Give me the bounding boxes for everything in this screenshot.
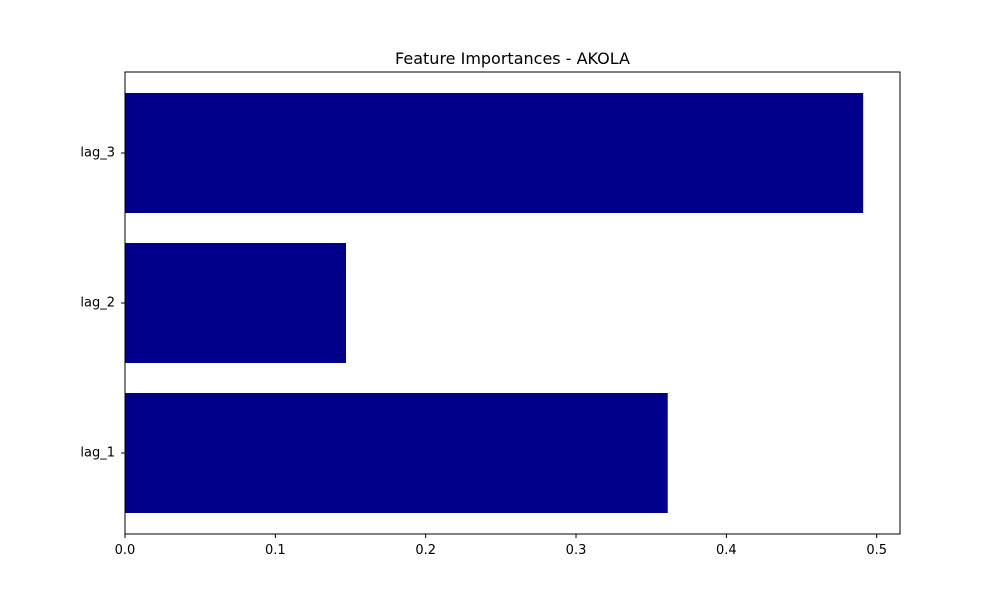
x-tick-label-0: 0.0: [115, 543, 136, 558]
x-tick-label-2: 0.2: [415, 543, 436, 558]
x-tick-label-4: 0.4: [716, 543, 737, 558]
x-tick-label-1: 0.1: [265, 543, 286, 558]
x-axis: 0.0 0.1 0.2 0.3 0.4 0.5: [115, 534, 887, 558]
x-tick-label-3: 0.3: [566, 543, 587, 558]
bars-group: [125, 93, 864, 513]
y-tick-label-lag_3: lag_3: [80, 146, 115, 161]
bar-lag_2: [125, 243, 346, 363]
bar-lag_1: [125, 393, 668, 513]
y-tick-label-lag_2: lag_2: [80, 296, 115, 311]
x-tick-label-5: 0.5: [866, 543, 887, 558]
y-tick-label-lag_1: lag_1: [80, 446, 115, 461]
y-axis: lag_1 lag_2 lag_3: [80, 146, 125, 461]
chart-title: Feature Importances - AKOLA: [395, 49, 630, 68]
bar-lag_3: [125, 93, 864, 213]
